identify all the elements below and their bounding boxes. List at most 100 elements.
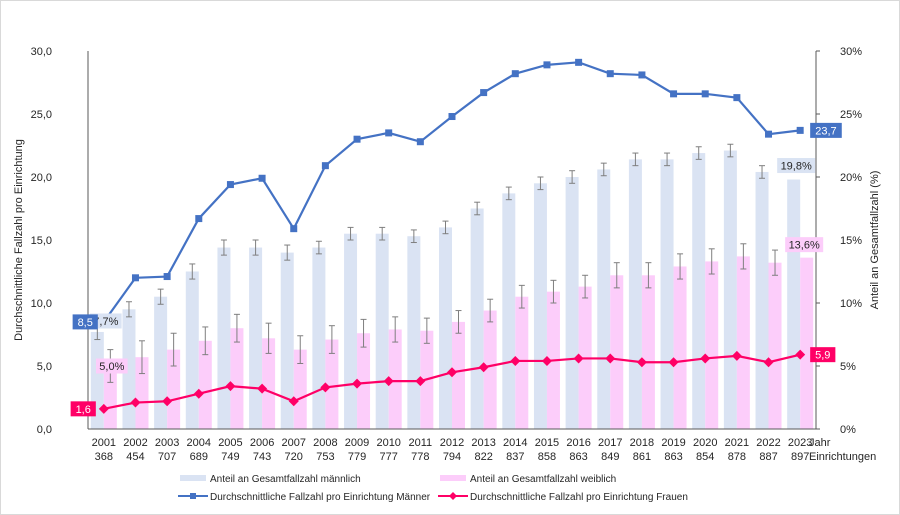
bar-male: [185, 271, 199, 429]
y-tick-right-label: 5%: [840, 361, 856, 373]
marker-square: [796, 126, 804, 134]
marker-diamond: [447, 367, 457, 378]
marker-square: [385, 129, 393, 137]
marker-diamond: [193, 388, 204, 399]
bar-male: [470, 208, 484, 429]
data-labels-layer: 7,7% 19,8% 5,0% 13,6% 8,5 23,7 1,6 5,9: [70, 122, 842, 417]
y-tick-right-label: 25%: [840, 109, 862, 121]
bar-female: [167, 349, 181, 429]
data-label-male-share-first-bg: [90, 313, 122, 329]
x-tick-label-count: 849: [601, 451, 619, 463]
x-tick-label-count: 689: [190, 451, 208, 463]
x-tick-label-year: 2007: [281, 437, 305, 449]
marker-diamond: [541, 355, 552, 366]
marker-diamond: [288, 396, 299, 407]
x-tick-label-year: 2002: [123, 437, 147, 449]
bar-female: [515, 296, 529, 429]
x-tick-label-count: 878: [728, 451, 746, 463]
marker-square: [606, 70, 614, 78]
y-tick-left-label: 20,0: [31, 172, 52, 184]
legend-marker-square: [190, 493, 196, 499]
data-label-frauen-first: 1,6: [76, 404, 91, 416]
marker-diamond: [257, 383, 268, 394]
bar-female: [388, 329, 402, 429]
bar-male: [217, 247, 231, 429]
data-label-frauen-first-bg: [70, 401, 96, 417]
data-label-female-share-last-bg: [785, 237, 824, 253]
marker-square: [131, 274, 139, 282]
legend-label: Durchschnittliche Fallzahl pro Einrichtu…: [210, 492, 431, 503]
marker-square: [543, 61, 551, 69]
x-tick-label-year: 2014: [503, 437, 527, 449]
y-tick-left-label: 5,0: [37, 361, 52, 373]
x-tick-label-count: 720: [285, 451, 303, 463]
x-axis-title-year: Jahr: [809, 437, 831, 449]
bar-male: [502, 193, 516, 429]
marker-diamond: [731, 350, 742, 361]
bar-female: [736, 256, 750, 429]
bar-male: [280, 252, 294, 429]
bar-male: [787, 179, 801, 429]
y-axis-right-title: Anteil an Gesamtfallzahl (%): [869, 171, 881, 310]
x-tick-label-count: 863: [664, 451, 682, 463]
x-tick-label-year: 2022: [756, 437, 780, 449]
marker-diamond: [162, 396, 173, 407]
bar-male: [375, 233, 389, 429]
x-tick-label-year: 2015: [535, 437, 559, 449]
marker-square: [195, 215, 203, 223]
y-tick-left-label: 25,0: [31, 109, 52, 121]
x-tick-label-year: 2023: [788, 437, 812, 449]
marker-diamond: [98, 403, 109, 414]
bar-female: [230, 328, 244, 429]
data-label-female-share-first-bg: [96, 358, 128, 374]
y-tick-right-label: 0%: [840, 424, 856, 436]
bar-male: [533, 183, 547, 429]
x-tick-label-year: 2016: [566, 437, 590, 449]
legend-label: Anteil an Gesamtfallzahl männlich: [210, 474, 361, 485]
legend-marker-diamond: [449, 492, 457, 500]
data-label-male-share-last: 19,8%: [781, 161, 812, 173]
x-tick-label-year: 2020: [693, 437, 717, 449]
legend-swatch-bar: [180, 475, 206, 481]
bar-female: [768, 262, 782, 429]
bar-male: [628, 159, 642, 430]
marker-square: [575, 58, 583, 66]
bar-female: [452, 321, 465, 429]
bar-female: [135, 357, 149, 429]
x-tick-label-count: 887: [759, 451, 777, 463]
x-tick-label-year: 2008: [313, 437, 337, 449]
x-tick-label-count: 822: [474, 451, 492, 463]
marker-diamond: [668, 357, 679, 368]
marker-square: [480, 89, 488, 97]
marker-square: [226, 181, 234, 189]
marker-square: [290, 225, 298, 233]
bar-male: [597, 169, 611, 429]
x-tick-label-year: 2017: [598, 437, 622, 449]
data-label-maenner-last-bg: [810, 122, 842, 138]
data-label-maenner-first-bg: [72, 314, 98, 330]
marker-diamond: [478, 362, 489, 373]
x-tick-label-year: 2013: [471, 437, 495, 449]
bar-male: [312, 247, 326, 429]
marker-square: [321, 162, 329, 170]
bar-male: [565, 177, 579, 429]
marker-square: [416, 138, 424, 146]
bars-layer: [90, 143, 814, 430]
bar-female: [198, 340, 212, 429]
x-tick-label-year: 2011: [409, 437, 433, 449]
x-axis-title-facilities: Einrichtungen: [809, 451, 876, 463]
marker-diamond: [510, 355, 521, 366]
x-tick-label-year: 2004: [187, 437, 211, 449]
marker-diamond: [320, 382, 331, 393]
bar-male: [344, 233, 358, 429]
x-tick-label-year: 2006: [250, 437, 274, 449]
x-tick-label-year: 2005: [218, 437, 242, 449]
x-tick-label-year: 2012: [440, 437, 464, 449]
data-label-frauen-last-bg: [810, 347, 836, 363]
marker-square: [163, 273, 171, 281]
data-label-frauen-last: 5,9: [815, 350, 830, 362]
y-tick-left-label: 10,0: [31, 298, 52, 310]
y-tick-right-label: 30%: [840, 46, 862, 58]
bar-female: [641, 275, 655, 429]
